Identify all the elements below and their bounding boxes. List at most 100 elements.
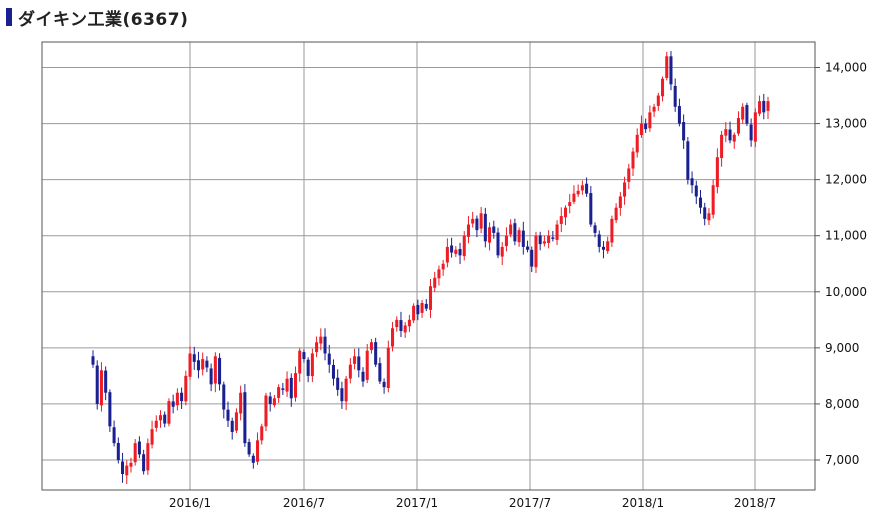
candle (707, 208, 711, 226)
candles-layer (91, 51, 770, 484)
candle (163, 411, 167, 428)
candle-body-up (239, 392, 243, 414)
candle-body-up (315, 342, 319, 353)
candle (125, 460, 129, 484)
candle-body-up (319, 336, 323, 344)
candle (256, 432, 260, 465)
candle-body-up (741, 106, 745, 120)
candle-body-down (137, 441, 141, 455)
candle (403, 322, 407, 338)
candle (180, 387, 184, 410)
candle-body-down (686, 141, 690, 180)
candle (433, 271, 437, 292)
candle-body-down (108, 392, 112, 427)
candle-body-up (500, 246, 504, 257)
y-axis-ticks: 7,000 8,000 9,000 10,000 11,000 12,000 13,000 1… (815, 61, 867, 467)
candle-body-up (454, 249, 458, 254)
candle (133, 439, 137, 466)
candle-body-up (711, 185, 715, 215)
candle (112, 420, 116, 447)
candle (517, 227, 521, 247)
candle (348, 358, 352, 384)
candle (462, 231, 466, 261)
candle-body-up (648, 112, 652, 129)
candle (353, 348, 357, 370)
y-tick-label: 9,000 (825, 341, 859, 355)
x-tick-label: 2018/1 (622, 496, 664, 510)
candle (766, 96, 770, 120)
y-tick-label: 12,000 (825, 173, 867, 187)
candle (230, 417, 234, 440)
candle (171, 394, 175, 414)
candle (407, 314, 411, 332)
candle-body-up (433, 277, 437, 288)
candle (441, 259, 445, 276)
candle (551, 230, 555, 242)
candle-body-up (395, 319, 399, 328)
candle-body-down (230, 420, 234, 432)
candle-body-down (762, 100, 766, 113)
candle (319, 328, 323, 351)
candle-body-up (534, 235, 538, 268)
candle (420, 300, 424, 318)
candle-body-down (382, 381, 386, 388)
candle-body-up (437, 269, 441, 279)
candle-body-up (547, 235, 551, 244)
candle-body-up (618, 196, 622, 208)
candle-body-up (234, 412, 238, 431)
candle-body-down (513, 223, 517, 242)
candle-body-up (310, 353, 314, 377)
candle (724, 122, 728, 143)
candle (504, 227, 508, 252)
candle-body-down (171, 401, 175, 407)
candle-body-up (146, 443, 150, 471)
candle (644, 118, 648, 133)
candle-body-up (158, 415, 163, 421)
candle (285, 371, 289, 397)
candle-body-down (690, 178, 694, 186)
title-marker-icon (6, 8, 12, 26)
candle-body-up (348, 364, 352, 379)
candle (542, 235, 546, 247)
candle-body-up (403, 325, 407, 333)
candle (458, 242, 462, 265)
candle-body-down (538, 235, 542, 245)
x-tick-label: 2018/7 (734, 496, 776, 510)
candle (610, 215, 614, 247)
candle-body-down (306, 359, 310, 376)
candle-body-up (369, 342, 373, 351)
candle (500, 242, 504, 265)
candle (188, 346, 192, 380)
candle-body-down (601, 246, 605, 250)
candle (310, 348, 314, 382)
candle (745, 102, 749, 126)
candle (698, 189, 703, 214)
candle (534, 231, 538, 273)
candle (627, 163, 631, 190)
candle-body-down (698, 197, 703, 208)
candle-body-up (580, 185, 584, 191)
candle (623, 176, 627, 205)
candle (399, 311, 403, 338)
candle-body-down (399, 320, 403, 332)
candle-body-down (589, 193, 593, 225)
candle-body-down (694, 185, 698, 197)
candle (479, 206, 483, 234)
candle-body-up (610, 218, 614, 243)
x-tick-label: 2016/7 (283, 496, 325, 510)
candle (205, 356, 209, 373)
candle-body-up (542, 241, 546, 244)
candle (454, 246, 458, 258)
candle-body-up (488, 227, 492, 243)
candle-body-up (428, 286, 433, 310)
candle (365, 343, 369, 384)
candle (243, 384, 247, 447)
candle (521, 221, 525, 255)
candle-body-up (614, 207, 618, 221)
candle (137, 436, 141, 459)
candle (361, 367, 365, 387)
candle (129, 457, 133, 473)
candle-body-down (585, 183, 589, 194)
candle (673, 78, 677, 112)
candle-body-down (374, 342, 378, 365)
